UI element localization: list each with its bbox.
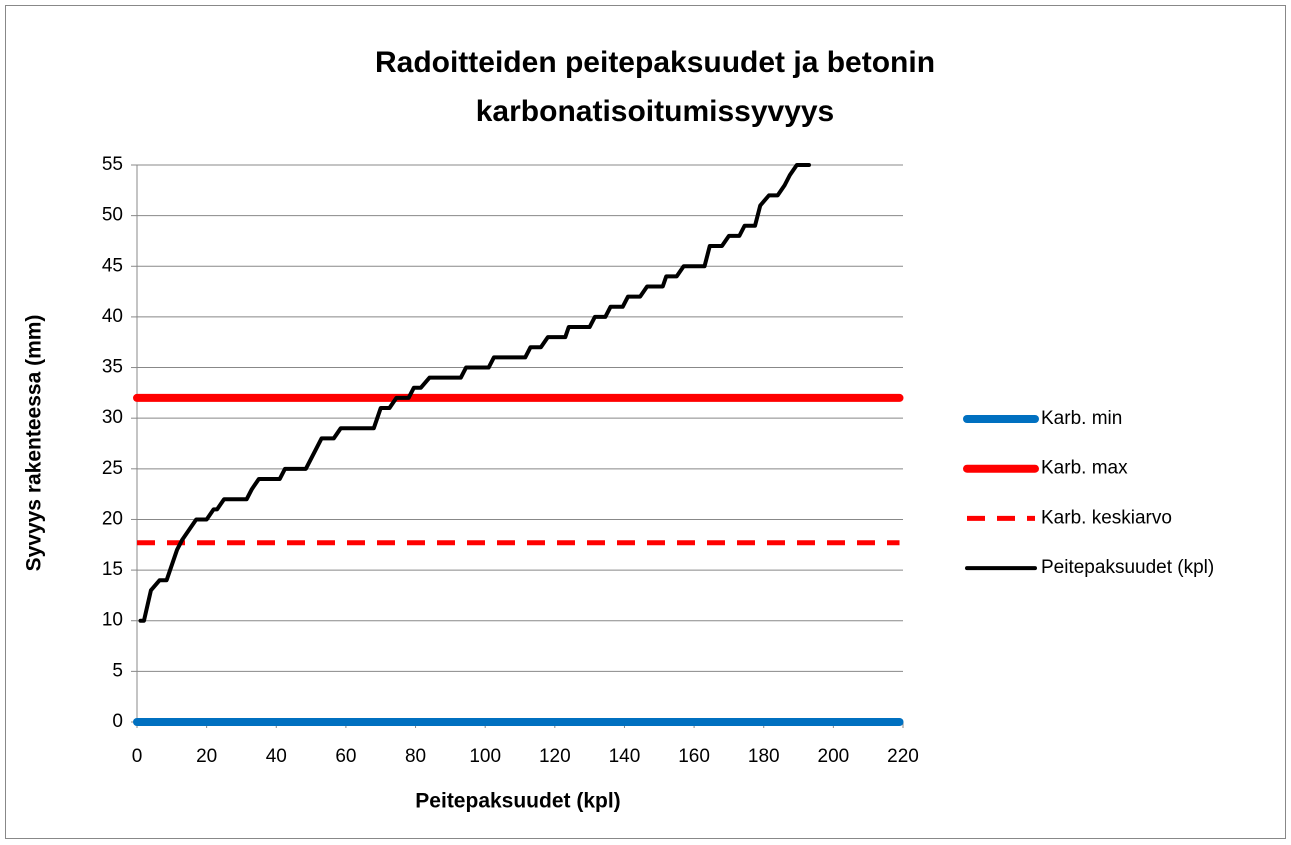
x-tick-label: 160 <box>678 746 710 767</box>
y-tick-label: 5 <box>112 660 123 681</box>
x-tick-label: 20 <box>196 746 217 767</box>
y-tick-label: 10 <box>102 610 123 631</box>
chart-title: Radoitteiden peitepaksuudet ja betonin <box>375 46 935 79</box>
x-tick-label: 60 <box>335 746 356 767</box>
x-tick-label: 140 <box>609 746 641 767</box>
y-tick-label: 40 <box>102 306 123 327</box>
x-tick-label: 100 <box>469 746 501 767</box>
x-tick-label: 200 <box>818 746 850 767</box>
x-tick-label: 220 <box>887 746 919 767</box>
y-axis-label: Syvyys rakenteessa (mm) <box>23 315 46 572</box>
y-tick-label: 45 <box>102 255 123 276</box>
legend-label: Karb. min <box>1041 408 1122 429</box>
chart-border <box>5 5 1286 839</box>
y-tick-label: 50 <box>102 205 123 226</box>
y-tick-label: 35 <box>102 357 123 378</box>
chart-title: karbonatisoitumissyvyys <box>476 95 835 128</box>
series-line <box>138 163 811 623</box>
y-tick-label: 30 <box>102 407 123 428</box>
x-axis-label: Peitepaksuudet (kpl) <box>415 790 620 813</box>
x-tick-label: 180 <box>748 746 780 767</box>
legend-label: Karb. max <box>1041 458 1128 479</box>
y-tick-label: 20 <box>102 508 123 529</box>
legend-label: Karb. keskiarvo <box>1041 507 1172 528</box>
x-tick-label: 120 <box>539 746 571 767</box>
y-tick-label: 15 <box>102 559 123 580</box>
x-tick-label: 40 <box>266 746 287 767</box>
y-tick-label: 25 <box>102 458 123 479</box>
y-tick-label: 0 <box>112 711 123 732</box>
y-tick-label: 55 <box>102 154 123 175</box>
x-tick-label: 80 <box>405 746 426 767</box>
legend-label: Peitepaksuudet (kpl) <box>1041 557 1214 578</box>
x-tick-label: 0 <box>132 746 143 767</box>
